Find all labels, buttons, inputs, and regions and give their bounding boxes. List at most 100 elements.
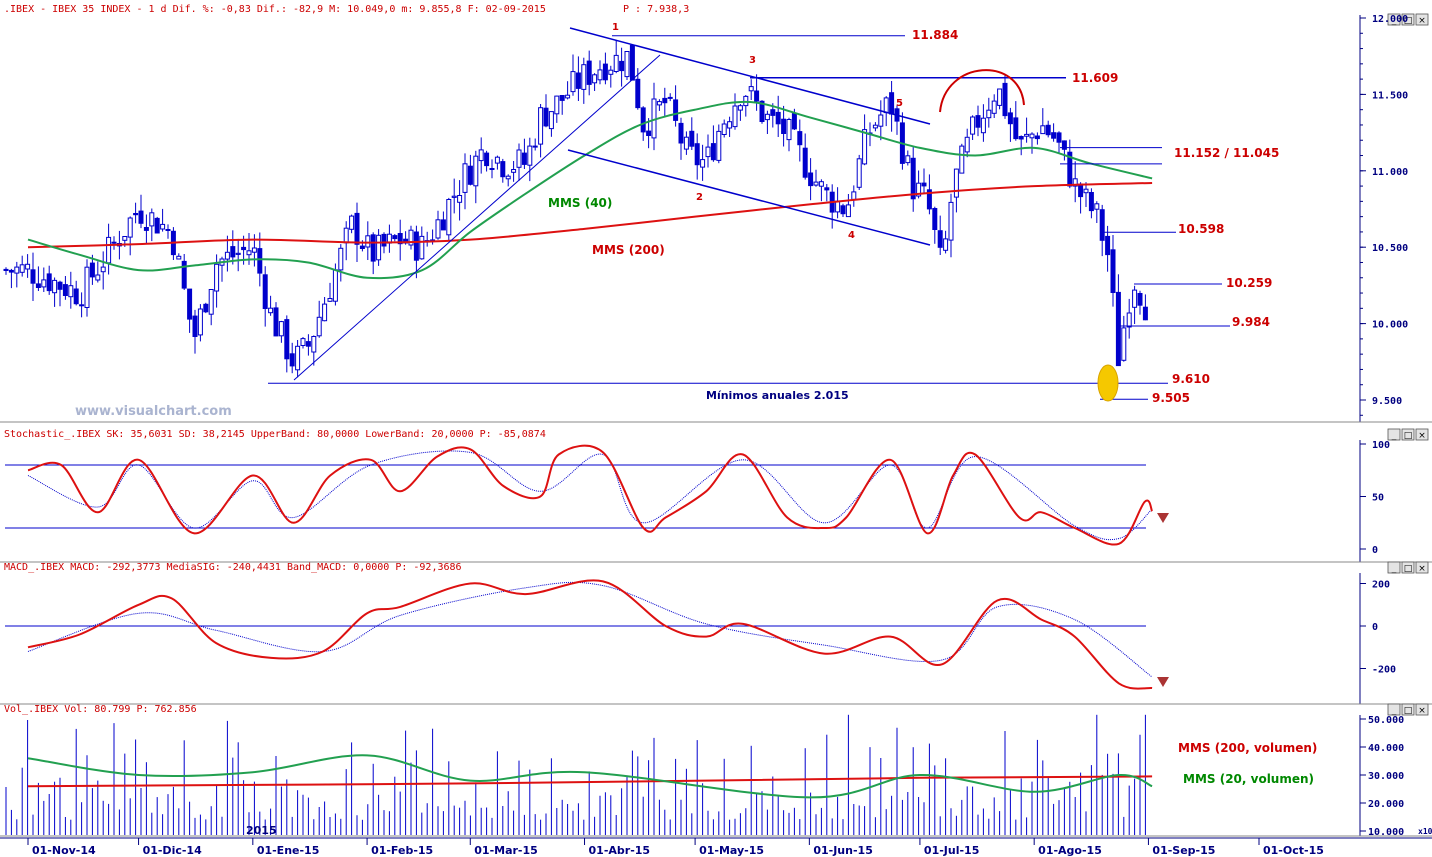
candle-body	[932, 208, 938, 230]
candle	[980, 104, 986, 142]
candle	[3, 267, 9, 275]
window-close-button[interactable]: ×	[1415, 703, 1429, 716]
candle-body	[835, 200, 841, 213]
candle-body	[311, 336, 317, 353]
candle-body	[748, 86, 754, 92]
candle-body	[316, 316, 322, 337]
restore-button-glyph: □	[1404, 16, 1413, 26]
candle-body	[19, 264, 25, 273]
window-restore-button[interactable]: □	[1401, 428, 1415, 441]
candle	[273, 302, 279, 337]
candle	[521, 138, 527, 169]
candle	[35, 266, 41, 291]
candle	[532, 138, 538, 151]
candle-body	[1045, 124, 1051, 136]
mms200-label: MMS (200)	[592, 243, 665, 257]
x-tick-label: 01-Oct-15	[1263, 844, 1324, 857]
macd-panel	[5, 579, 1169, 690]
candle-body	[1018, 136, 1024, 140]
candle-body	[41, 279, 47, 288]
candle-body	[986, 109, 992, 119]
candle	[851, 185, 857, 207]
candle-body	[35, 283, 41, 288]
candle-body	[57, 281, 63, 290]
candle	[30, 252, 36, 301]
candle	[673, 85, 679, 127]
candle-body	[527, 145, 533, 166]
candle-body	[462, 163, 468, 193]
candle	[1072, 161, 1078, 203]
window-minimize-button[interactable]: _	[1387, 428, 1401, 441]
candle-body	[1024, 133, 1030, 137]
window-restore-button[interactable]: □	[1401, 703, 1415, 716]
candle-body	[392, 235, 398, 240]
candle	[840, 203, 846, 217]
macd-tick-label: 200	[1372, 580, 1390, 591]
candle	[14, 261, 20, 288]
candle	[689, 117, 695, 150]
candle	[289, 342, 295, 374]
window-restore-button[interactable]: □	[1401, 561, 1415, 574]
candle-body	[1040, 125, 1046, 135]
window-minimize-button[interactable]: _	[1387, 13, 1401, 26]
window-restore-button[interactable]: □	[1401, 13, 1415, 26]
price-tick-label: 11.500	[1372, 90, 1408, 101]
candle	[538, 104, 544, 158]
window-close-button[interactable]: ×	[1415, 428, 1429, 441]
candle-body	[1132, 289, 1138, 308]
close-button-glyph: ×	[1418, 706, 1426, 716]
candle	[748, 79, 754, 100]
candle-body	[554, 95, 560, 115]
candle-body	[284, 319, 290, 360]
restore-button-face	[1401, 561, 1415, 574]
candle-body	[656, 101, 662, 106]
candle-body	[251, 247, 257, 253]
candle-body	[705, 146, 711, 158]
window-close-button[interactable]: ×	[1415, 13, 1429, 26]
candle-body	[565, 94, 571, 99]
window-minimize-button[interactable]: _	[1387, 561, 1401, 574]
candle	[208, 289, 214, 326]
price-header: .IBEX - IBEX 35 INDEX - 1 d Dif. %: -0,8…	[4, 4, 546, 15]
candle-body	[143, 227, 149, 231]
candle	[165, 224, 171, 239]
close-button-glyph: ×	[1418, 564, 1426, 574]
candle	[262, 266, 268, 327]
candle	[1105, 225, 1111, 272]
candle	[889, 81, 895, 132]
candle	[527, 137, 533, 182]
candle-body	[208, 289, 214, 315]
candle	[554, 95, 560, 123]
candle-body	[397, 233, 403, 245]
candle-body	[354, 212, 360, 245]
candle-body	[89, 262, 95, 278]
candle-body	[943, 238, 949, 251]
candle	[959, 143, 965, 174]
candle	[370, 232, 376, 275]
candle	[41, 267, 47, 292]
candle-body	[359, 245, 365, 250]
level-9505: 9.505	[1152, 391, 1190, 405]
x-tick-label: 01-Ago-15	[1038, 844, 1102, 857]
candle	[932, 206, 938, 244]
x-tick-label: 01-Mar-15	[474, 844, 538, 857]
candle-body	[187, 288, 193, 320]
candle-body	[813, 181, 819, 186]
candle-body	[845, 204, 851, 218]
candle	[197, 304, 203, 342]
candle	[111, 236, 117, 250]
candle	[1056, 131, 1062, 154]
candle-body	[122, 236, 128, 241]
candle-body	[332, 269, 338, 302]
window-minimize-button[interactable]: _	[1387, 703, 1401, 716]
wave-3: 3	[749, 55, 756, 66]
candle	[910, 146, 916, 212]
window-close-button[interactable]: ×	[1415, 561, 1429, 574]
candle-body	[824, 187, 830, 191]
candle-body	[106, 236, 112, 264]
candle	[921, 168, 927, 194]
candle	[964, 128, 970, 158]
candle-body	[8, 269, 14, 273]
stoch-sk-line	[27, 444, 1154, 546]
candle-body	[694, 143, 700, 166]
